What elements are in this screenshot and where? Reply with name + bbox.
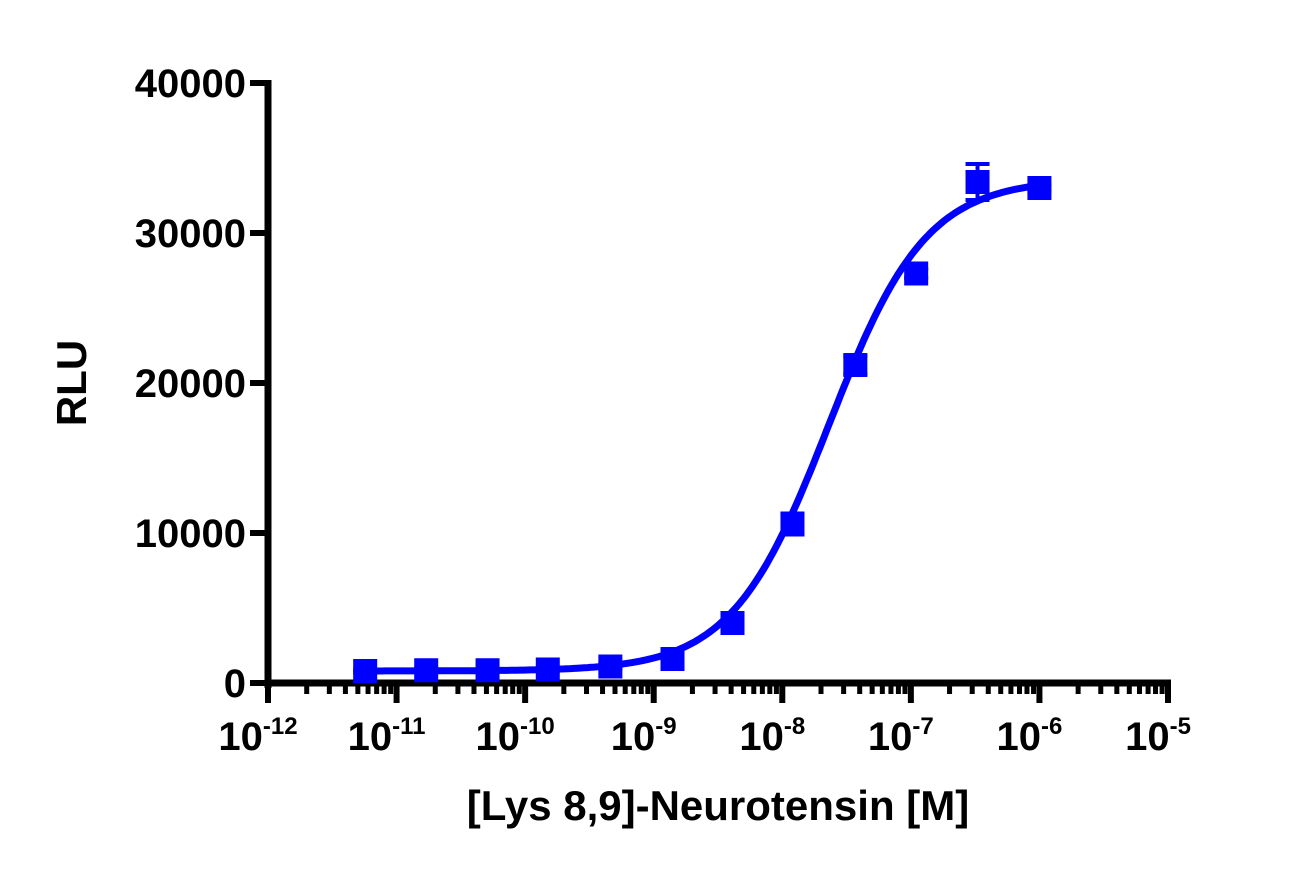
fit-curve: [365, 181, 1040, 675]
y-tick-label: 30000: [135, 212, 246, 256]
data-points: [353, 162, 1052, 683]
y-tick-label: 10000: [135, 512, 246, 556]
y-tick-labels: 0 10000 20000 30000 40000: [135, 62, 246, 706]
data-point-square-marker: [843, 353, 868, 377]
axes: [250, 80, 1171, 703]
x-tick-label: 10-9: [611, 713, 677, 759]
data-point-square-marker: [904, 261, 929, 286]
y-tick-label: 40000: [135, 62, 246, 106]
x-tick-label: 10-10: [476, 713, 555, 759]
y-tick-label: 0: [224, 662, 246, 706]
data-point-square-marker: [660, 647, 685, 671]
x-tick-label: 10-6: [997, 713, 1063, 759]
x-axis-title: [Lys 8,9]-Neurotensin [M]: [467, 782, 969, 829]
x-tick-label: 10-5: [1125, 713, 1191, 759]
x-tick-label: 10-12: [218, 713, 297, 759]
data-point-square-marker: [414, 658, 439, 683]
data-point-square-marker: [965, 170, 990, 194]
data-point-square-marker: [780, 512, 805, 536]
x-tick-label: 10-7: [868, 713, 934, 759]
y-axis-title: RLU: [48, 340, 95, 426]
data-point-square-marker: [353, 659, 378, 683]
data-point-square-marker: [475, 658, 500, 683]
data-point-square-marker: [535, 657, 560, 682]
x-tick-label: 10-8: [739, 713, 805, 759]
x-tick-labels: 10-12 10-11 10-10 10-9 10-8 10-7 10-6 10-5: [218, 713, 1191, 759]
data-point-square-marker: [1027, 176, 1052, 200]
data-point-square-marker: [720, 611, 745, 635]
x-tick-label: 10-11: [348, 713, 426, 759]
y-tick-label: 20000: [135, 362, 246, 406]
data-point-square-marker: [598, 654, 623, 679]
